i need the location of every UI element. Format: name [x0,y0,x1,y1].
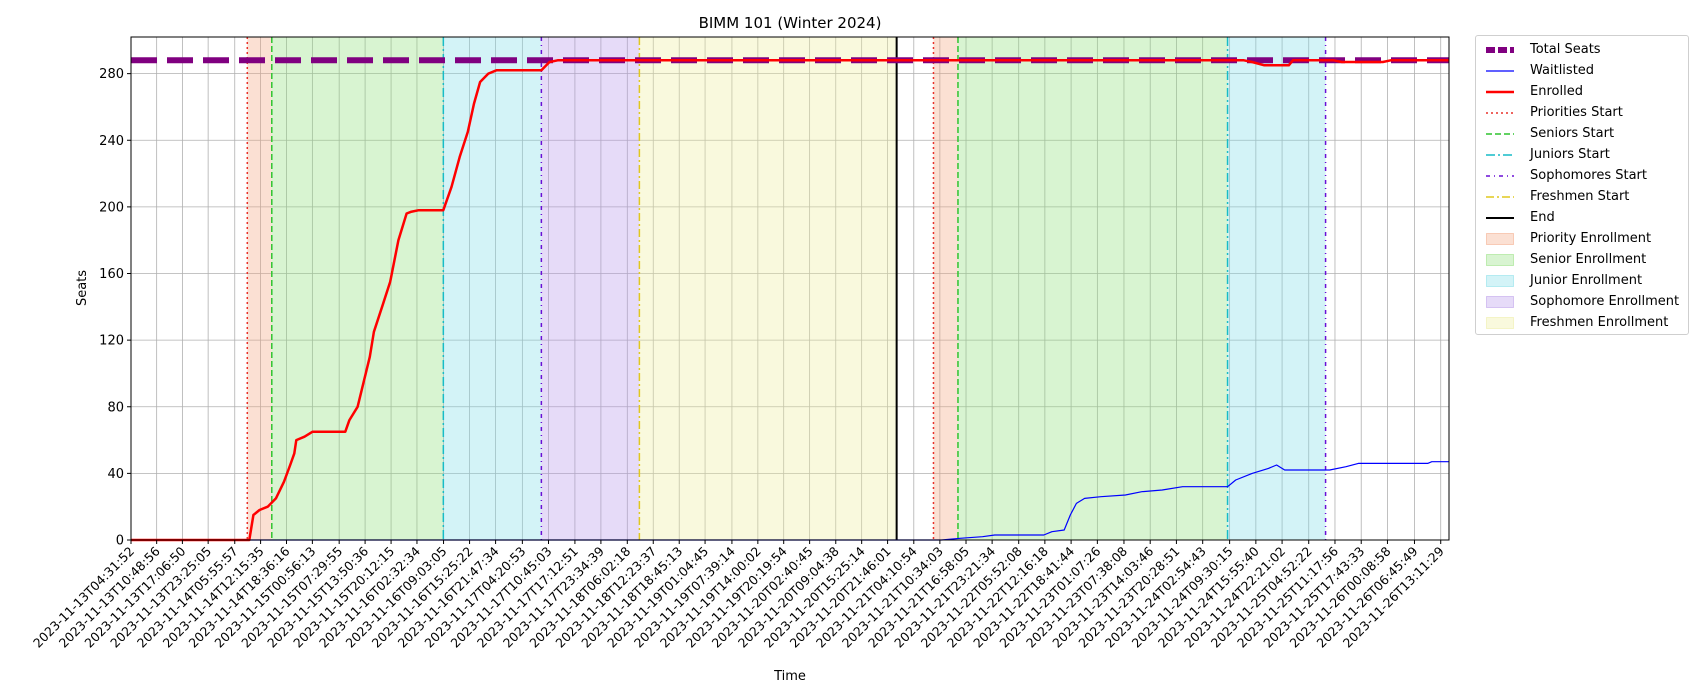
legend-item: End [1476,207,1688,228]
legend-label: Total Seats [1530,42,1601,57]
legend-label: Seniors Start [1530,126,1615,141]
legend-label: Waitlisted [1530,63,1595,78]
phase-markers [246,37,1327,540]
legend-swatch [1486,195,1514,198]
y-tick-label: 40 [107,467,124,482]
legend-item: Seniors Start [1476,123,1688,144]
chart-title: BIMM 101 (Winter 2024) [699,14,882,32]
legend-swatch [1486,111,1514,114]
legend-label: Sophomore Enrollment [1530,294,1680,309]
legend-label: Sophomores Start [1530,168,1647,183]
legend-item: Freshmen Enrollment [1476,312,1688,333]
legend-item: Sophomores Start [1476,165,1688,186]
legend-swatch [1486,153,1514,156]
x-axis-ticks: 2023-11-13T04:31:522023-11-13T10:48:5620… [30,540,1447,651]
legend-swatch [1486,253,1514,266]
legend-item: Priorities Start [1476,102,1688,123]
y-axis-label: Seats [75,270,90,306]
phase-region [247,37,272,540]
legend-item: Freshmen Start [1476,186,1688,207]
phase-region [639,37,897,540]
legend-item: Total Seats [1476,39,1688,60]
x-axis-label: Time [773,669,806,684]
y-axis-ticks: 0 40 80 120 160 200 240 280 [99,67,131,549]
phase-regions [247,37,1326,540]
legend-item: Sophomore Enrollment [1476,291,1688,312]
phase-region [1227,37,1326,540]
y-tick-label: 80 [107,400,124,415]
legend-swatch [1486,46,1514,53]
legend-label: Juniors Start [1530,147,1610,162]
legend-swatch [1486,90,1514,93]
legend-label: End [1530,210,1555,225]
y-tick-label: 200 [99,200,124,215]
legend-label: Senior Enrollment [1530,252,1647,267]
phase-region [541,37,640,540]
legend-swatch [1486,174,1514,177]
phase-region [933,37,958,540]
y-tick-label: 120 [99,334,124,349]
series-line [131,461,1449,541]
chart-legend: Total Seats Waitlisted Enrolled Priorities … [1475,35,1689,335]
phase-region [271,37,444,540]
legend-label: Freshmen Enrollment [1530,315,1669,330]
legend-swatch [1486,274,1514,287]
legend-label: Enrolled [1530,84,1583,99]
y-tick-label: 280 [99,67,124,82]
legend-swatch [1486,232,1514,245]
legend-item: Senior Enrollment [1476,249,1688,270]
y-tick-label: 160 [99,267,124,282]
legend-item: Junior Enrollment [1476,270,1688,291]
legend-swatch [1486,132,1514,135]
legend-item: Waitlisted [1476,60,1688,81]
legend-swatch [1486,316,1514,329]
legend-label: Freshmen Start [1530,189,1630,204]
series-line [131,59,1449,542]
legend-label: Priorities Start [1530,105,1623,120]
legend-item: Enrolled [1476,81,1688,102]
y-tick-label: 0 [116,534,124,549]
legend-label: Junior Enrollment [1530,273,1643,288]
legend-swatch [1486,69,1514,72]
phase-region [443,37,542,540]
legend-swatch [1486,216,1514,219]
plot-frame [130,36,1450,541]
legend-swatch [1486,295,1514,308]
legend-item: Priority Enrollment [1476,228,1688,249]
phase-region [957,37,1228,540]
legend-label: Priority Enrollment [1530,231,1652,246]
series-lines [131,57,1449,542]
legend-item: Juniors Start [1476,144,1688,165]
y-tick-label: 240 [99,134,124,149]
